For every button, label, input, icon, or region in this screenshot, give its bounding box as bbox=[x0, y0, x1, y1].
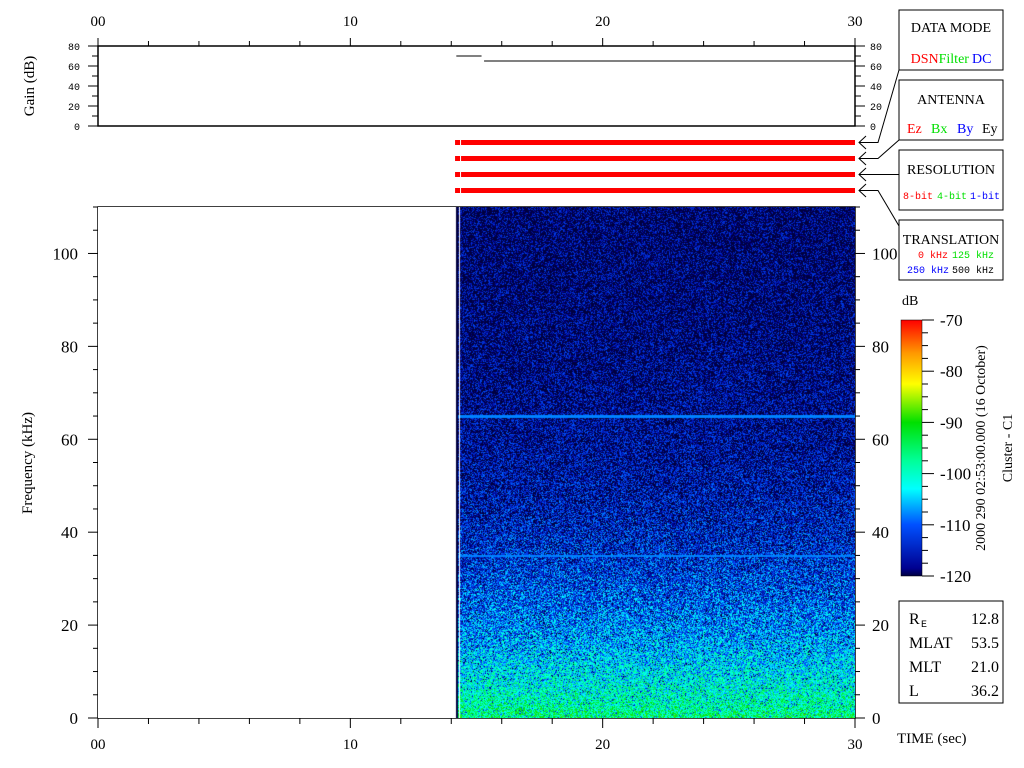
antenna-box: ANTENNA Ez Bx By Ey bbox=[898, 79, 1004, 141]
legend-connectors bbox=[862, 69, 900, 227]
mode-bar bbox=[461, 156, 855, 161]
resolution-1bit: 1-bit bbox=[970, 191, 1000, 203]
freq-tick-label-right: 0 bbox=[872, 709, 881, 728]
time-tick-label-bottom: 10 bbox=[343, 737, 358, 753]
data-mode-box: DATA MODE DSNFilter DC bbox=[898, 9, 1004, 71]
colorbar: dB -70 -80 -90 -100 -110 -120 bbox=[900, 294, 971, 586]
gain-tick-label-left: 80 bbox=[68, 43, 80, 54]
antenna-by: By bbox=[957, 122, 973, 137]
resolution-box: RESOLUTION 8-bit 4-bit 1-bit bbox=[898, 149, 1004, 211]
mode-bar bbox=[461, 172, 855, 177]
mode-bar-start bbox=[455, 188, 461, 193]
freq-tick-label-left: 100 bbox=[53, 244, 79, 263]
translation-125khz: 125 kHz bbox=[952, 250, 994, 262]
orbit-label: MLT bbox=[909, 659, 942, 676]
gain-axis-label: Gain (dB) bbox=[22, 56, 38, 116]
freq-tick-label-left: 0 bbox=[70, 709, 79, 728]
data-mode-title: DATA MODE bbox=[911, 21, 991, 36]
time-tick-label-top: 30 bbox=[848, 14, 863, 30]
gain-panel: Gain (dB) bbox=[22, 45, 856, 127]
translation-box: TRANSLATION 0 kHz 125 kHz 250 kHz 500 kH… bbox=[898, 219, 1004, 281]
colorbar-tick-label: -100 bbox=[940, 465, 971, 484]
data-mode-filter: Filter bbox=[939, 52, 970, 67]
colorbar-tick-label: -110 bbox=[940, 516, 971, 535]
orbit-value: 36.2 bbox=[971, 683, 999, 700]
mode-bar bbox=[461, 188, 855, 193]
gain-tick-label-right: 20 bbox=[870, 103, 882, 114]
gain-tick-label-left: 60 bbox=[68, 63, 80, 74]
translation-0khz: 0 kHz bbox=[918, 250, 948, 262]
gain-tick-label-left: 0 bbox=[74, 123, 80, 134]
mode-bars bbox=[455, 135, 878, 198]
gain-tick-label-right: 80 bbox=[870, 43, 882, 54]
spacecraft-label: Cluster - C1 bbox=[1001, 414, 1016, 482]
mode-bar-start bbox=[455, 172, 461, 177]
colorbar-tick-label: -120 bbox=[940, 567, 971, 586]
mode-bar-start bbox=[455, 156, 461, 161]
colorbar-tick-label: -70 bbox=[940, 311, 963, 330]
mode-bar bbox=[461, 140, 855, 145]
frequency-axis-label: Frequency (kHz) bbox=[20, 412, 36, 514]
gain-frame bbox=[97, 45, 856, 127]
freq-tick-label-right: 100 bbox=[872, 244, 898, 263]
freq-tick-label-right: 20 bbox=[872, 616, 889, 635]
freq-tick-label-right: 40 bbox=[872, 523, 889, 542]
resolution-title: RESOLUTION bbox=[907, 163, 995, 178]
orbit-value: 12.8 bbox=[971, 611, 999, 628]
freq-tick-label-right: 60 bbox=[872, 430, 889, 449]
time-tick-label-top: 00 bbox=[91, 14, 106, 30]
gain-tick-label-right: 60 bbox=[870, 63, 882, 74]
freq-tick-label-left: 60 bbox=[61, 430, 78, 449]
data-mode-dsn: DSN bbox=[911, 52, 939, 67]
data-mode-dc: DC bbox=[972, 52, 991, 67]
freq-tick-label-left: 40 bbox=[61, 523, 78, 542]
time-tick-label-bottom: 20 bbox=[595, 737, 610, 753]
orbit-info-box: R E 12.8 MLAT 53.5 MLT 21.0 L 36.2 bbox=[898, 600, 1004, 704]
translation-250khz: 250 kHz bbox=[907, 265, 949, 277]
resolution-8bit: 8-bit bbox=[903, 191, 933, 203]
freq-tick-label-right: 80 bbox=[872, 337, 889, 356]
spectrogram-image bbox=[98, 207, 855, 718]
time-tick-label-top: 20 bbox=[595, 14, 610, 30]
freq-tick-label-left: 20 bbox=[61, 616, 78, 635]
gain-tick-label-right: 40 bbox=[870, 83, 882, 94]
orbit-label: R bbox=[909, 611, 920, 628]
freq-tick-label-left: 80 bbox=[61, 337, 78, 356]
orbit-label-subscript: E bbox=[921, 620, 927, 631]
colorbar-label: dB bbox=[902, 294, 918, 309]
mode-bar-start bbox=[455, 140, 461, 145]
time-tick-label-bottom: 00 bbox=[91, 737, 106, 753]
colorbar-gradient bbox=[900, 319, 923, 577]
translation-title: TRANSLATION bbox=[903, 233, 999, 248]
gain-tick-label-right: 0 bbox=[870, 123, 876, 134]
gain-tick-label-left: 40 bbox=[68, 83, 80, 94]
antenna-title: ANTENNA bbox=[917, 93, 986, 108]
colorbar-tick-label: -90 bbox=[940, 413, 963, 432]
time-axis-label: TIME (sec) bbox=[897, 731, 967, 747]
orbit-value: 53.5 bbox=[971, 635, 999, 652]
orbit-label: MLAT bbox=[909, 635, 953, 652]
connector-line bbox=[862, 190, 900, 227]
resolution-4bit: 4-bit bbox=[937, 191, 967, 203]
antenna-ey: Ey bbox=[982, 122, 998, 137]
connector-line bbox=[862, 69, 900, 143]
orbit-value: 21.0 bbox=[971, 659, 999, 676]
antenna-bx: Bx bbox=[931, 122, 947, 137]
gain-tick-label-left: 20 bbox=[68, 103, 80, 114]
translation-500khz: 500 kHz bbox=[952, 265, 994, 277]
time-tick-label-bottom: 30 bbox=[848, 737, 863, 753]
orbit-label: L bbox=[909, 683, 919, 700]
antenna-ez: Ez bbox=[907, 122, 922, 137]
connector-line bbox=[862, 139, 900, 159]
colorbar-tick-label: -80 bbox=[940, 362, 963, 381]
time-tick-label-top: 10 bbox=[343, 14, 358, 30]
timestamp-label: 2000 290 02:53:00.000 (16 October) bbox=[974, 345, 989, 551]
